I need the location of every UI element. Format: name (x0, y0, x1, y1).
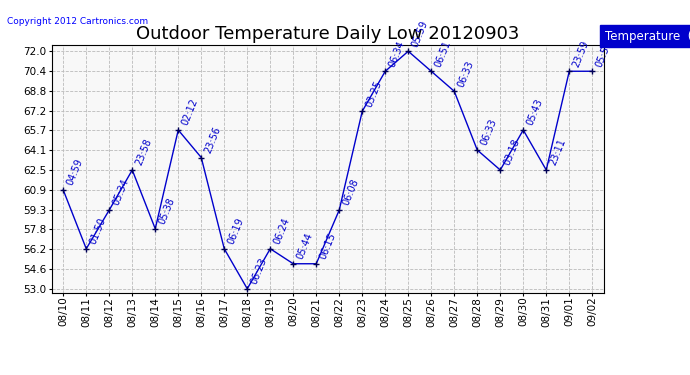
Text: 23:59: 23:59 (571, 39, 591, 69)
Text: 02:12: 02:12 (179, 98, 199, 127)
Text: 05:38: 05:38 (157, 196, 177, 226)
Text: 06:33: 06:33 (479, 118, 498, 147)
Text: 05:59: 05:59 (410, 19, 429, 48)
Text: 23:56: 23:56 (203, 125, 222, 155)
Text: 03:18: 03:18 (502, 138, 522, 167)
Text: 23:58: 23:58 (134, 138, 153, 167)
Text: 03:25: 03:25 (364, 79, 384, 108)
Text: 06:23: 06:23 (248, 256, 268, 286)
Text: 06:15: 06:15 (317, 231, 337, 261)
Text: 04:59: 04:59 (65, 158, 84, 187)
Text: 06:34: 06:34 (386, 39, 406, 69)
Text: Temperature  (°F): Temperature (°F) (605, 30, 690, 42)
Text: 06:08: 06:08 (341, 178, 360, 207)
Text: 01:50: 01:50 (88, 216, 108, 246)
Text: 06:24: 06:24 (272, 216, 291, 246)
Title: Outdoor Temperature Daily Low 20120903: Outdoor Temperature Daily Low 20120903 (136, 26, 520, 44)
Text: 05:43: 05:43 (524, 98, 544, 127)
Text: 06:19: 06:19 (226, 216, 246, 246)
Text: 06:51: 06:51 (433, 39, 453, 69)
Text: 05:34: 05:34 (110, 178, 130, 207)
Text: 05:51: 05:51 (593, 39, 613, 69)
Text: 06:33: 06:33 (455, 59, 475, 88)
Text: 23:11: 23:11 (548, 138, 567, 167)
Text: Copyright 2012 Cartronics.com: Copyright 2012 Cartronics.com (7, 17, 148, 26)
Text: 05:44: 05:44 (295, 231, 315, 261)
